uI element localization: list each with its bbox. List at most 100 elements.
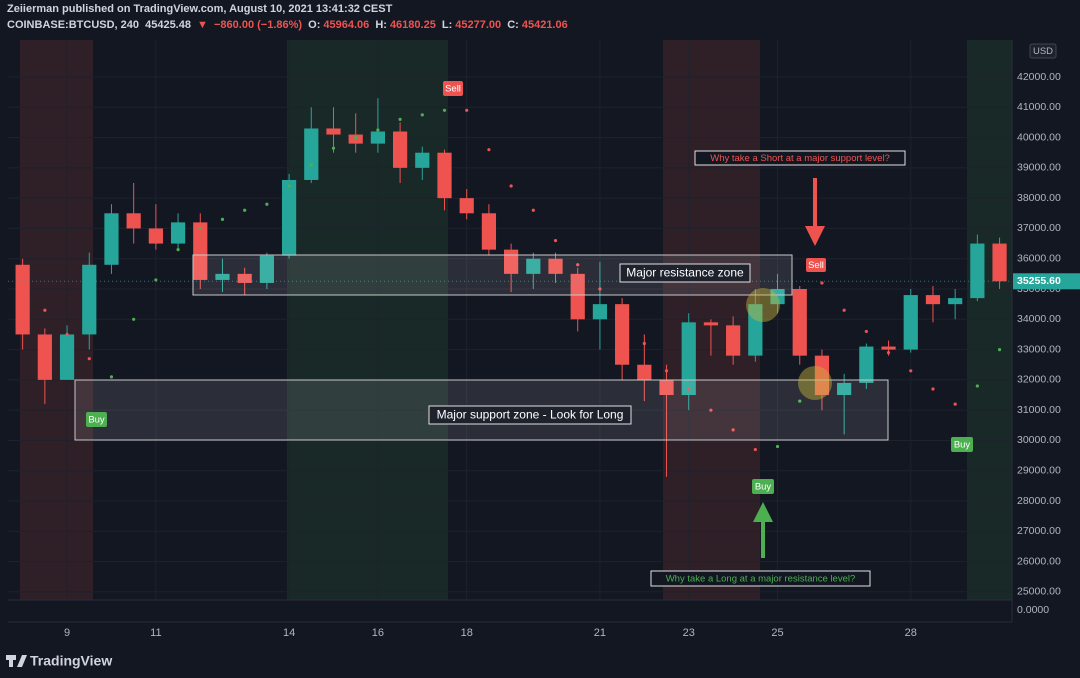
- sar-dot: [576, 263, 580, 267]
- publisher: Zeiierman published on TradingView.com, …: [7, 3, 393, 15]
- candle-body: [259, 255, 274, 283]
- y-tick-label: 25000.00: [1017, 586, 1061, 598]
- candle-body: [748, 304, 763, 356]
- y-tick-label: 37000.00: [1017, 222, 1061, 234]
- sar-dot: [487, 148, 491, 152]
- candle-body: [392, 131, 408, 168]
- arrow: ▼: [197, 19, 208, 31]
- background-zones: [20, 40, 1012, 600]
- sell-tag: [806, 258, 826, 272]
- candle-body: [82, 264, 97, 335]
- y-tick-label: 36000.00: [1017, 253, 1061, 265]
- sar-dot: [398, 117, 402, 121]
- sell-label: Sell: [445, 84, 461, 95]
- sar-dot: [997, 347, 1002, 352]
- x-tick-label: 18: [461, 627, 473, 639]
- o: 45964.06: [323, 19, 370, 31]
- arrow-head: [805, 226, 825, 246]
- brand: TradingView: [30, 653, 112, 669]
- candle-body: [459, 198, 474, 214]
- candle-body: [592, 304, 608, 320]
- sar-dot: [553, 238, 558, 243]
- candle-body: [881, 346, 896, 350]
- c: 45421.06: [521, 19, 568, 31]
- candle-body: [726, 325, 741, 356]
- candle-body: [925, 295, 941, 305]
- highlight: [798, 366, 832, 400]
- x-tick-label: 11: [150, 627, 161, 639]
- highlight: [746, 288, 780, 322]
- sar-dot: [287, 184, 291, 188]
- candle-body: [703, 322, 719, 326]
- sell-label: Sell: [808, 260, 824, 271]
- sar-dot: [198, 226, 202, 231]
- candle-body: [770, 289, 785, 305]
- bearish-zone: [663, 40, 760, 600]
- x-tick-label: 25: [771, 627, 783, 639]
- sar-dot: [509, 184, 513, 188]
- candle-body: [304, 128, 319, 180]
- y-tick-label: 28000.00: [1017, 495, 1061, 507]
- logo: TradingView: [6, 653, 112, 669]
- pane-tick-label: 0.0000: [1017, 604, 1049, 616]
- bearish-zone: [20, 40, 93, 600]
- sar-dot: [465, 108, 469, 112]
- label-box: [694, 150, 906, 166]
- buy-tag: [951, 437, 973, 452]
- symbol: COINBASE:BTCUSD, 240: [7, 19, 140, 31]
- sar-dot: [620, 317, 624, 321]
- sar-dot: [909, 369, 913, 373]
- sar-dot: [864, 329, 868, 334]
- candle-body: [104, 213, 119, 265]
- sar-dot: [931, 387, 935, 391]
- x-tick-label: 28: [905, 627, 917, 639]
- change: −860.00 (−1.86%): [214, 19, 303, 31]
- bullish-zone: [967, 40, 1012, 600]
- candle-body: [281, 179, 297, 256]
- sar-dot: [842, 308, 846, 312]
- y-tick-label: 31000.00: [1017, 404, 1061, 416]
- sar-dot: [420, 113, 424, 117]
- sar-dot: [331, 146, 336, 150]
- candle-body: [370, 131, 385, 144]
- candle-body: [415, 152, 430, 168]
- zone-label: Major support zone - Look for Long: [437, 408, 624, 422]
- candle-body: [237, 273, 252, 283]
- logo-mark: [9, 655, 13, 667]
- buy-label: Buy: [755, 482, 772, 493]
- sar-dot: [731, 428, 735, 432]
- sar-dot: [132, 317, 136, 321]
- last-price-box: [1013, 273, 1080, 290]
- y-tick-label: 29000.00: [1017, 465, 1061, 477]
- sar-dot: [975, 384, 979, 388]
- o-label: O:: [308, 19, 321, 31]
- label-box: [619, 263, 751, 283]
- y-tick-label: 27000.00: [1017, 525, 1061, 537]
- y-tick-label: 39000.00: [1017, 162, 1061, 174]
- candle-body: [437, 152, 452, 199]
- x-tick-label: 9: [64, 627, 70, 639]
- candle-body: [126, 213, 141, 229]
- sar-dot: [220, 217, 225, 221]
- candle-body: [792, 289, 807, 356]
- sar-dot: [243, 208, 247, 212]
- candle-body: [615, 304, 630, 365]
- sar-dot: [109, 375, 114, 379]
- currency-box: [1029, 43, 1057, 59]
- sar-dot: [531, 208, 535, 212]
- y-tick-label: 40000.00: [1017, 131, 1061, 143]
- sell-tag: [443, 81, 463, 96]
- sar-dot: [886, 351, 891, 355]
- zone-label: Major resistance zone: [626, 266, 744, 280]
- grid: [8, 40, 1012, 600]
- sar-dot: [176, 248, 180, 252]
- x-tick-label: 21: [594, 627, 606, 639]
- x-tick-label: 16: [372, 627, 384, 639]
- candle-body: [59, 334, 75, 380]
- y-tick-label: 42000.00: [1017, 71, 1061, 83]
- buy-label: Buy: [954, 440, 971, 451]
- header-line: COINBASE:BTCUSD, 240 45425.48 ▼ −860.00 …: [7, 19, 571, 31]
- sar-dot: [265, 202, 269, 206]
